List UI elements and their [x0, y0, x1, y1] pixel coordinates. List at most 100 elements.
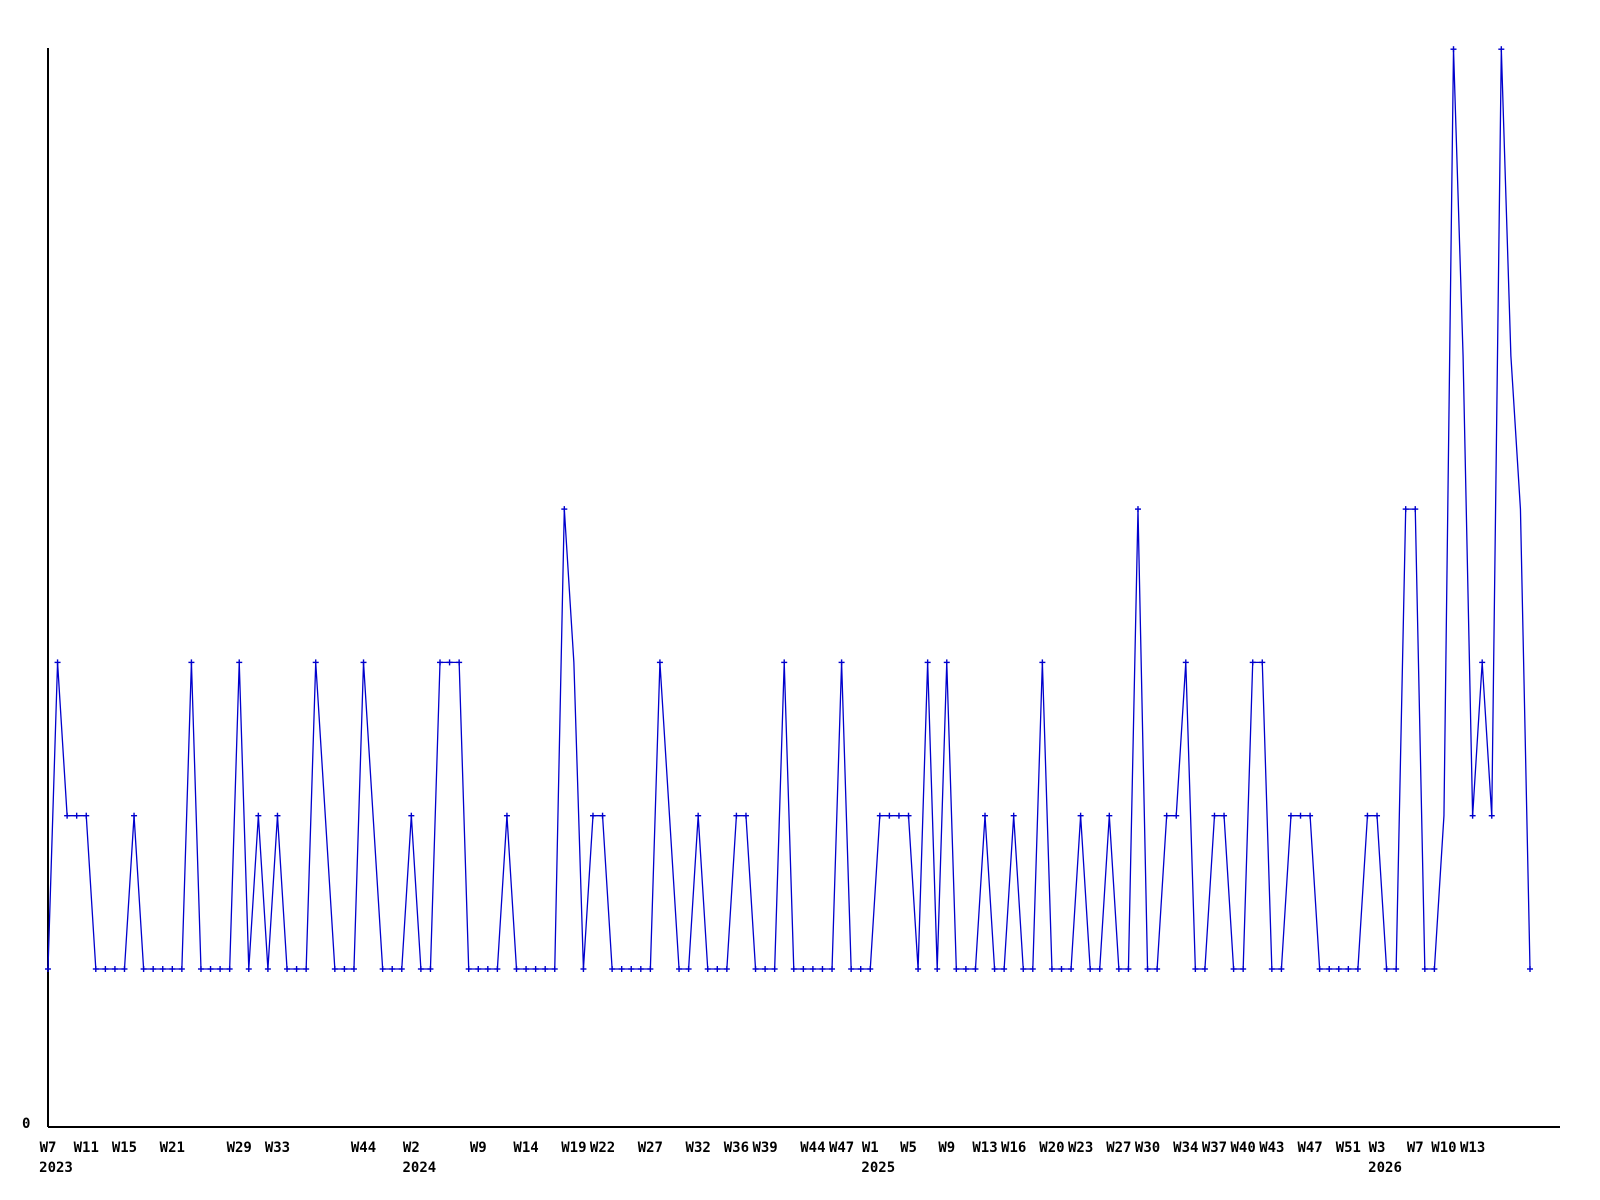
data-point-marker: [1450, 46, 1457, 53]
x-tick-label: W10: [1431, 1140, 1456, 1156]
x-tick-label: W34: [1173, 1140, 1198, 1156]
data-point-marker: [819, 966, 826, 972]
data-point-marker: [1230, 966, 1237, 972]
data-point-marker: [723, 966, 730, 972]
data-point-marker: [1211, 812, 1218, 819]
data-point-marker: [45, 966, 51, 972]
data-point-marker: [1048, 966, 1055, 972]
x-tick-label: W13: [1460, 1140, 1485, 1156]
data-point-marker: [312, 659, 319, 666]
x-tick-label: W13: [972, 1140, 997, 1156]
data-point-marker: [1402, 506, 1409, 513]
data-point-marker: [733, 812, 740, 819]
data-point-marker: [1039, 659, 1046, 666]
data-point-marker: [73, 812, 80, 819]
y-axis-zero-label: 0: [22, 1116, 31, 1132]
data-point-marker: [809, 966, 816, 972]
data-point-marker: [178, 966, 185, 972]
data-point-marker: [1287, 812, 1294, 819]
data-point-marker: [1249, 659, 1256, 666]
x-tick-label: W44: [351, 1140, 376, 1156]
data-point-marker: [1297, 812, 1304, 819]
data-point-marker: [1278, 966, 1285, 972]
x-tick-label: W32: [686, 1140, 711, 1156]
x-tick-label: W36: [724, 1140, 749, 1156]
data-point-marker: [523, 966, 530, 972]
data-point-marker: [599, 812, 606, 819]
data-point-marker: [207, 966, 214, 972]
data-point-marker: [1173, 812, 1180, 819]
x-year-label: 2025: [861, 1160, 895, 1176]
data-point-marker: [876, 812, 883, 819]
data-point-marker: [121, 966, 128, 972]
data-point-marker: [236, 659, 243, 666]
data-point-marker: [1077, 812, 1084, 819]
data-point-marker: [1364, 812, 1371, 819]
x-axis-tick-labels: W7 W11 W15 W21 W29 W33 W44 W2 W9 W14 W19 W22 W27 W32 W…: [40, 1140, 1486, 1156]
data-point-marker: [494, 966, 501, 972]
data-point-marker: [437, 659, 444, 666]
data-point-marker: [1335, 966, 1342, 972]
x-tick-label: W23: [1068, 1140, 1093, 1156]
data-point-marker: [1058, 966, 1065, 972]
data-point-marker: [580, 966, 587, 972]
series-polyline: [47, 49, 1531, 970]
x-year-label: 2026: [1368, 1160, 1402, 1176]
data-point-marker: [924, 659, 931, 666]
data-point-marker: [169, 966, 176, 972]
data-point-marker: [293, 966, 300, 972]
data-point-marker: [915, 966, 922, 972]
data-point-marker: [1421, 966, 1428, 972]
data-point-markers: [45, 46, 1533, 972]
data-point-marker: [1240, 966, 1247, 972]
data-point-marker: [609, 966, 616, 972]
data-point-marker: [953, 966, 960, 972]
x-tick-label: W47: [829, 1140, 854, 1156]
x-tick-label: W37: [1202, 1140, 1227, 1156]
data-point-marker: [83, 812, 90, 819]
data-point-marker: [561, 506, 568, 513]
data-point-marker: [427, 966, 434, 972]
data-point-marker: [1096, 966, 1103, 972]
x-tick-label: W15: [112, 1140, 137, 1156]
data-point-marker: [895, 812, 902, 819]
data-point-marker: [886, 812, 893, 819]
data-point-marker: [800, 966, 807, 972]
x-tick-label: W9: [470, 1140, 487, 1156]
data-point-marker: [1498, 46, 1505, 53]
x-tick-label: W40: [1231, 1140, 1256, 1156]
data-point-marker: [1154, 966, 1161, 972]
x-tick-label: W5: [900, 1140, 917, 1156]
data-point-marker: [513, 966, 520, 972]
x-tick-label: W44: [800, 1140, 825, 1156]
data-point-marker: [762, 966, 769, 972]
data-point-marker: [350, 966, 357, 972]
data-point-marker: [465, 966, 472, 972]
data-point-marker: [962, 966, 969, 972]
data-point-marker: [704, 966, 711, 972]
x-tick-label: W9: [938, 1140, 955, 1156]
data-point-marker: [1412, 506, 1419, 513]
data-point-marker: [1221, 812, 1228, 819]
data-series-line: [47, 49, 1531, 970]
data-point-marker: [943, 659, 950, 666]
data-point-marker: [1134, 506, 1141, 513]
data-point-marker: [714, 966, 721, 972]
data-point-marker: [150, 966, 157, 972]
data-point-marker: [1029, 966, 1036, 972]
data-point-marker: [408, 812, 415, 819]
data-point-marker: [131, 812, 138, 819]
data-point-marker: [829, 966, 836, 972]
data-point-marker: [379, 966, 386, 972]
data-point-marker: [389, 966, 396, 972]
x-tick-label: W51: [1336, 1140, 1361, 1156]
data-point-marker: [188, 659, 195, 666]
data-point-marker: [255, 812, 262, 819]
data-point-marker: [331, 966, 338, 972]
data-point-marker: [1316, 966, 1323, 972]
data-point-marker: [398, 966, 405, 972]
data-point-marker: [857, 966, 864, 972]
x-tick-label: W7: [40, 1140, 57, 1156]
data-point-marker: [417, 966, 424, 972]
